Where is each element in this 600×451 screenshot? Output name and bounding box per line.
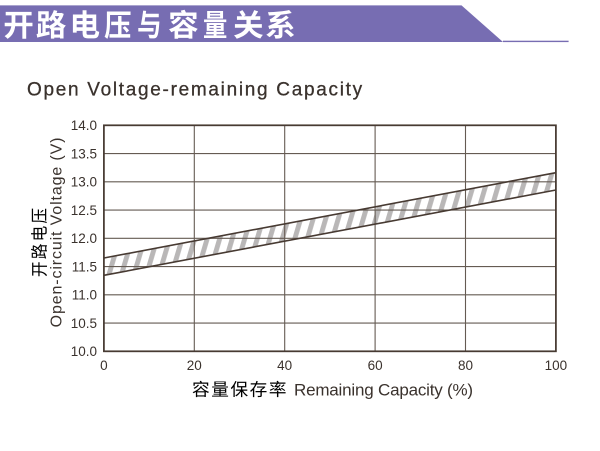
svg-text:Open Voltage-remaining Capacit: Open Voltage-remaining Capacity <box>27 80 364 101</box>
svg-text:100: 100 <box>545 358 568 373</box>
svg-text:10.0: 10.0 <box>71 344 97 359</box>
svg-text:60: 60 <box>368 358 383 373</box>
svg-text:10.5: 10.5 <box>71 316 97 331</box>
svg-text:20: 20 <box>187 358 202 373</box>
svg-text:13.5: 13.5 <box>71 147 97 162</box>
svg-text:13.0: 13.0 <box>71 175 97 190</box>
svg-text:12.0: 12.0 <box>71 231 97 246</box>
svg-text:11.0: 11.0 <box>72 288 97 303</box>
svg-text:14.0: 14.0 <box>71 118 97 133</box>
svg-text:12.5: 12.5 <box>71 203 97 218</box>
svg-text:0: 0 <box>100 358 108 373</box>
svg-text:Open-circuit Voltage (V): Open-circuit Voltage (V) <box>49 137 66 328</box>
svg-text:80: 80 <box>458 358 473 373</box>
svg-text:Remaining Capacity (%): Remaining Capacity (%) <box>294 381 473 400</box>
svg-text:11.5: 11.5 <box>72 259 97 274</box>
svg-text:40: 40 <box>277 358 292 373</box>
